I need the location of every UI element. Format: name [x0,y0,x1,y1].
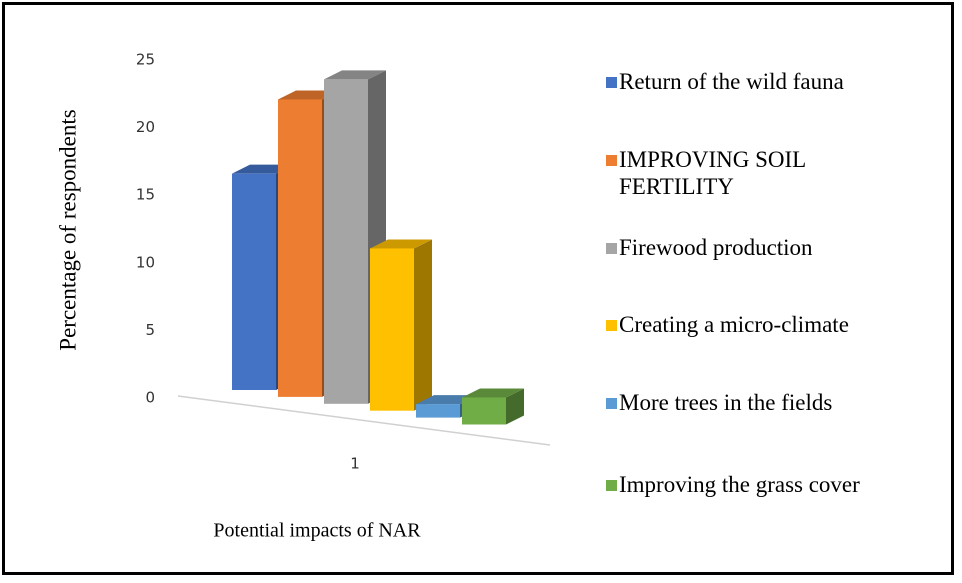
legend-swatch [606,155,617,166]
legend-swatch [606,320,617,331]
bar-top [462,388,524,398]
bar-top [324,70,386,80]
bar-front [370,248,414,411]
y-tick-label: 20 [136,118,155,136]
legend-item: IMPROVING SOIL FERTILITY [606,146,946,200]
legend-item: Firewood production [606,234,946,261]
bar-front [416,404,460,418]
legend-swatch [606,77,617,88]
legend-swatch [606,243,617,254]
legend-label: Firewood production [619,235,813,260]
bar-side [414,239,432,411]
bar-front [232,173,276,390]
legend-label: Return of the wild fauna [619,69,844,94]
legend-label: Creating a micro-climate [619,312,849,337]
frame [2,2,954,575]
legend-swatch [606,398,617,409]
legend-label: Improving the grass cover [619,472,860,497]
bar [370,239,432,411]
y-tick-label: 15 [136,186,155,204]
legend-swatch [606,480,617,491]
legend-label: More trees in the fields [619,390,833,415]
x-tick-label: 1 [350,455,360,473]
legend-item: Return of the wild fauna [606,68,946,95]
legend-item: More trees in the fields [606,389,946,416]
bar-front [278,99,322,397]
legend-item: Improving the grass cover [606,471,946,498]
y-axis-title: Percentage of respondents [55,109,80,350]
bar-top [370,239,432,249]
floor-line [177,395,551,446]
legend-label: IMPROVING SOIL FERTILITY [619,147,806,199]
bar [462,388,524,425]
y-tick-label: 10 [136,253,155,271]
y-tick-label: 0 [145,389,155,407]
bar-front [462,397,506,425]
x-axis-title: Potential impacts of NAR [213,520,421,542]
legend-item: Creating a micro-climate [606,311,946,338]
y-tick-label: 5 [145,321,155,339]
bar-front [324,79,368,404]
bar-side [506,388,524,425]
y-tick-label: 25 [136,51,155,69]
